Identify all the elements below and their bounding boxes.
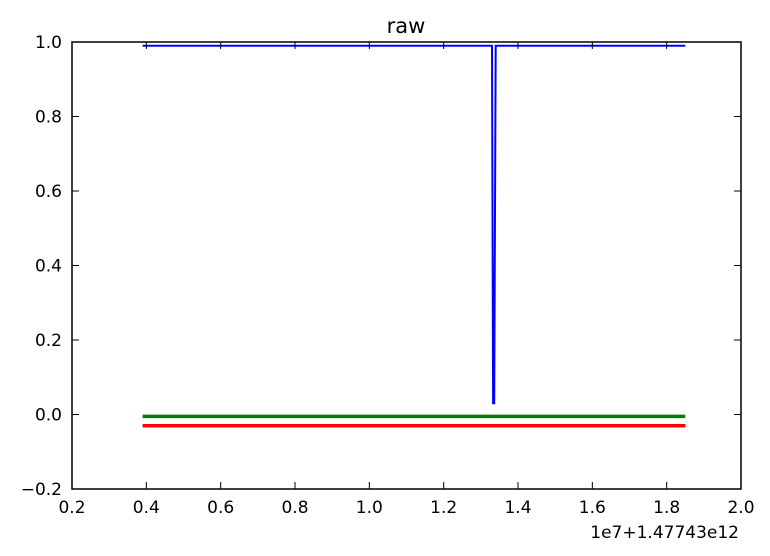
chart-title: raw	[387, 14, 426, 38]
y-tick-label: 0.2	[35, 331, 62, 351]
y-tick-label: 0.8	[35, 108, 62, 128]
y-tick-label: 0.4	[35, 257, 62, 277]
y-tick-label: 0.6	[35, 182, 62, 202]
x-tick-label: 1.2	[430, 498, 457, 518]
x-tick-label: 1.6	[579, 498, 606, 518]
y-tick-label: 0.0	[35, 406, 62, 426]
x-tick-label: 2.0	[727, 498, 754, 518]
ticks-layer: 0.2 0.4 0.6 0.8 1.0 1.2 1.4 1.6 1.8 2.0 −0.2 0.0 0.2…	[21, 33, 755, 518]
x-axis-offset-label: 1e7+1.47743e12	[590, 523, 739, 543]
series-line-1	[142, 44, 686, 405]
y-tick-label: 1.0	[35, 33, 62, 53]
x-tick-label: 1.0	[356, 498, 383, 518]
x-tick-label: 0.4	[133, 498, 160, 518]
x-tick-label: 0.8	[281, 498, 308, 518]
x-tick-label: 0.6	[207, 498, 234, 518]
series-layer	[142, 44, 686, 428]
x-tick-label: 0.2	[58, 498, 85, 518]
plot-frame	[71, 41, 742, 490]
x-tick-label: 1.8	[653, 498, 680, 518]
x-tick-label: 1.4	[504, 498, 531, 518]
y-tick-label: −0.2	[21, 480, 62, 500]
